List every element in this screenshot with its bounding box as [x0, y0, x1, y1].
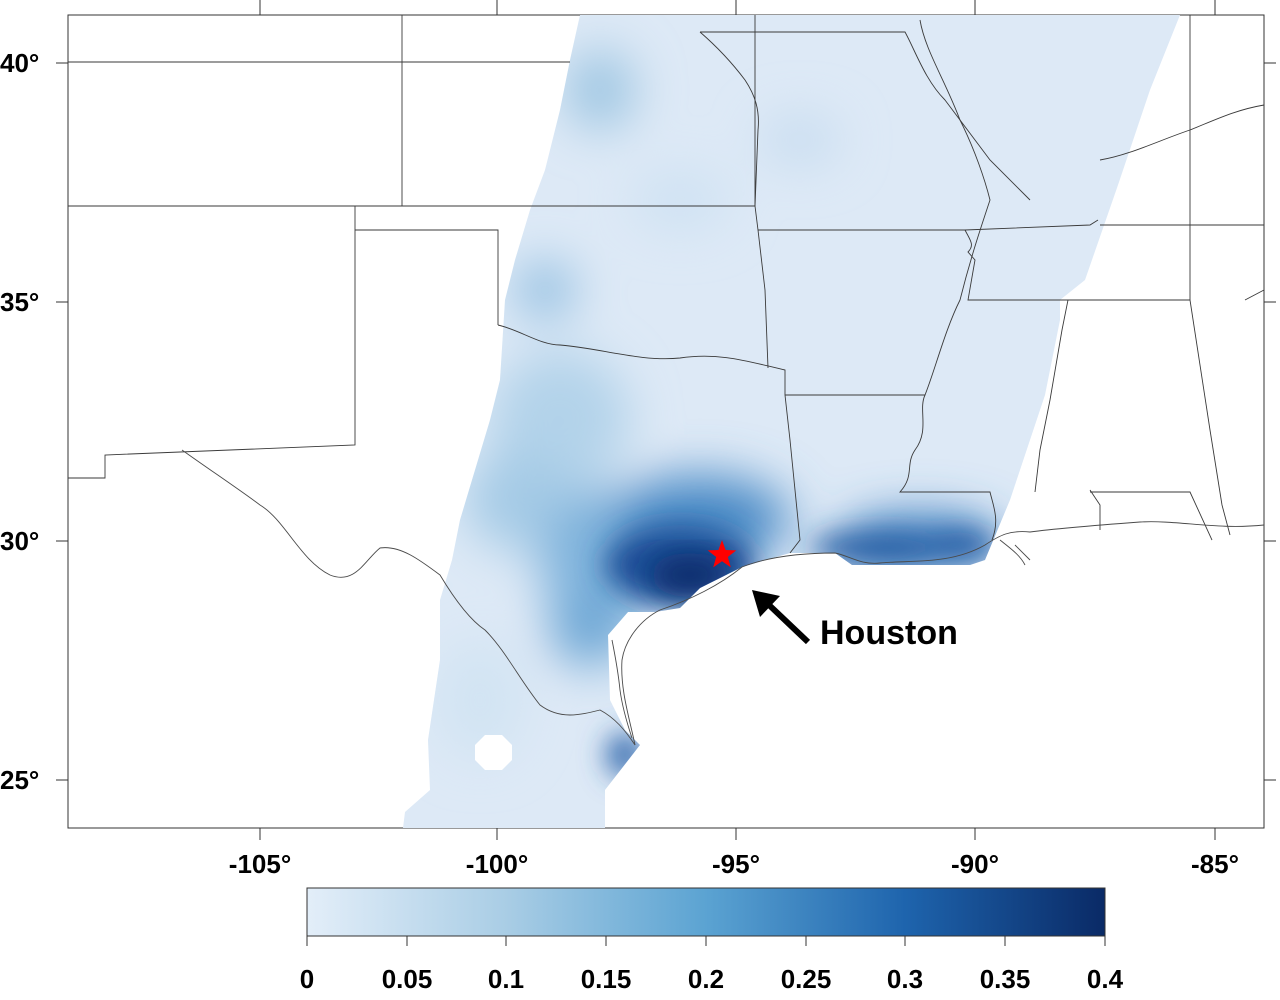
- colorbar-tick-label: 0.2: [688, 964, 724, 994]
- houston-annotation-arrow: [752, 590, 811, 645]
- x-tick-label: -85°: [1191, 849, 1239, 879]
- coastline: [181, 449, 1265, 746]
- colorbar-tick-label: 0.4: [1087, 964, 1124, 994]
- houston-star-marker: [707, 540, 737, 568]
- colorbar-tick-label: 0.25: [781, 964, 832, 994]
- x-tick-label: -95°: [712, 849, 760, 879]
- axis-ticks: [56, 0, 1276, 840]
- colorbar-tick-label: 0: [300, 964, 314, 994]
- y-tick-label: 25°: [0, 765, 39, 795]
- colorbar-tick-label: 0.35: [980, 964, 1031, 994]
- x-tick-label: -90°: [951, 849, 999, 879]
- colorbar-tick-label: 0.1: [488, 964, 524, 994]
- x-tick-label: -105°: [229, 849, 291, 879]
- colorbar: [306, 887, 1106, 937]
- state-borders: [68, 15, 1265, 554]
- colorbar-tick-label: 0.3: [887, 964, 923, 994]
- y-tick-label: 40°: [0, 48, 39, 78]
- colorbar-ticks: [306, 936, 1106, 946]
- y-tick-label: 35°: [0, 287, 39, 317]
- houston-label: Houston: [820, 614, 958, 652]
- data-gap: [475, 735, 512, 770]
- y-tick-label: 30°: [0, 526, 39, 556]
- colorbar-tick-label: 0.15: [581, 964, 632, 994]
- colorbar-tick-label: 0.05: [382, 964, 433, 994]
- x-tick-label: -100°: [466, 849, 528, 879]
